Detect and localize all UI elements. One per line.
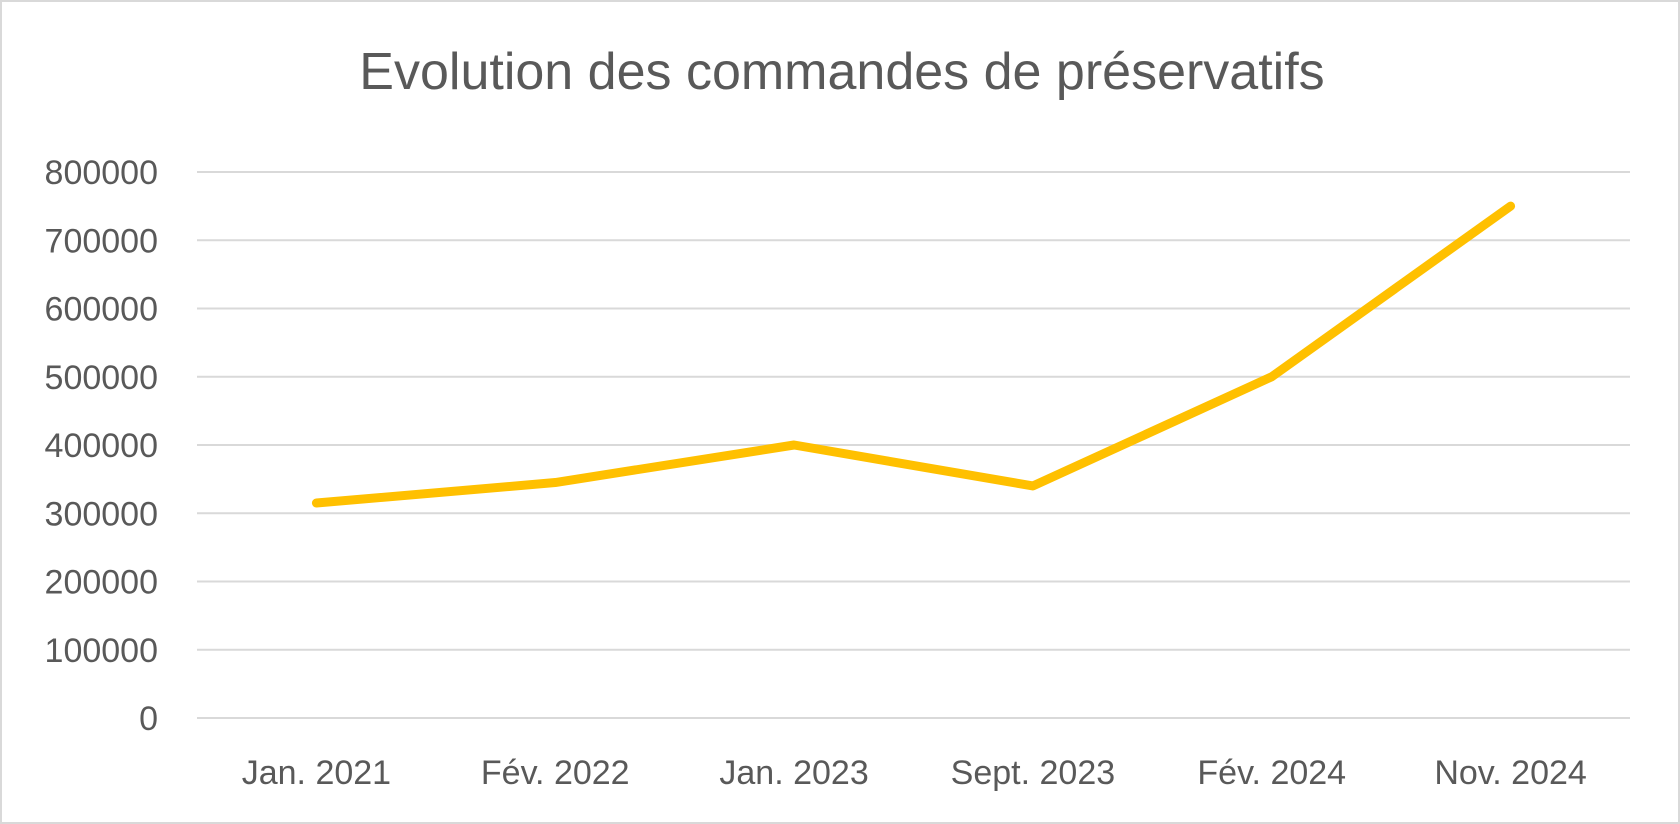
y-tick-label: 500000 bbox=[45, 359, 158, 397]
x-tick-label: Fév. 2022 bbox=[481, 754, 630, 792]
y-tick-label: 400000 bbox=[45, 427, 158, 465]
chart-title: Evolution des commandes de préservatifs bbox=[359, 43, 1324, 101]
y-tick-label: 300000 bbox=[45, 495, 158, 533]
series-lines bbox=[311, 201, 1516, 508]
y-tick-label: 800000 bbox=[45, 154, 158, 192]
x-tick-label: Jan. 2023 bbox=[719, 754, 868, 792]
y-tick-label: 0 bbox=[139, 700, 158, 738]
y-tick-label: 700000 bbox=[45, 222, 158, 260]
x-tick-label: Nov. 2024 bbox=[1434, 754, 1586, 792]
y-tick-label: 200000 bbox=[45, 564, 158, 602]
series-line bbox=[311, 201, 1516, 508]
y-axis-tick-labels: 0 100000 200000 300000 400000 500000 600000 700… bbox=[45, 154, 158, 738]
x-tick-label: Sept. 2023 bbox=[951, 754, 1115, 792]
y-tick-label: 600000 bbox=[45, 291, 158, 329]
gridlines bbox=[197, 171, 1630, 719]
y-tick-label: 100000 bbox=[45, 632, 158, 670]
x-axis-tick-labels: Jan. 2021 Fév. 2022 Jan. 2023 Sept. 2023 Fév… bbox=[242, 754, 1587, 792]
x-tick-label: Fév. 2024 bbox=[1197, 754, 1346, 792]
x-tick-label: Jan. 2021 bbox=[242, 754, 391, 792]
